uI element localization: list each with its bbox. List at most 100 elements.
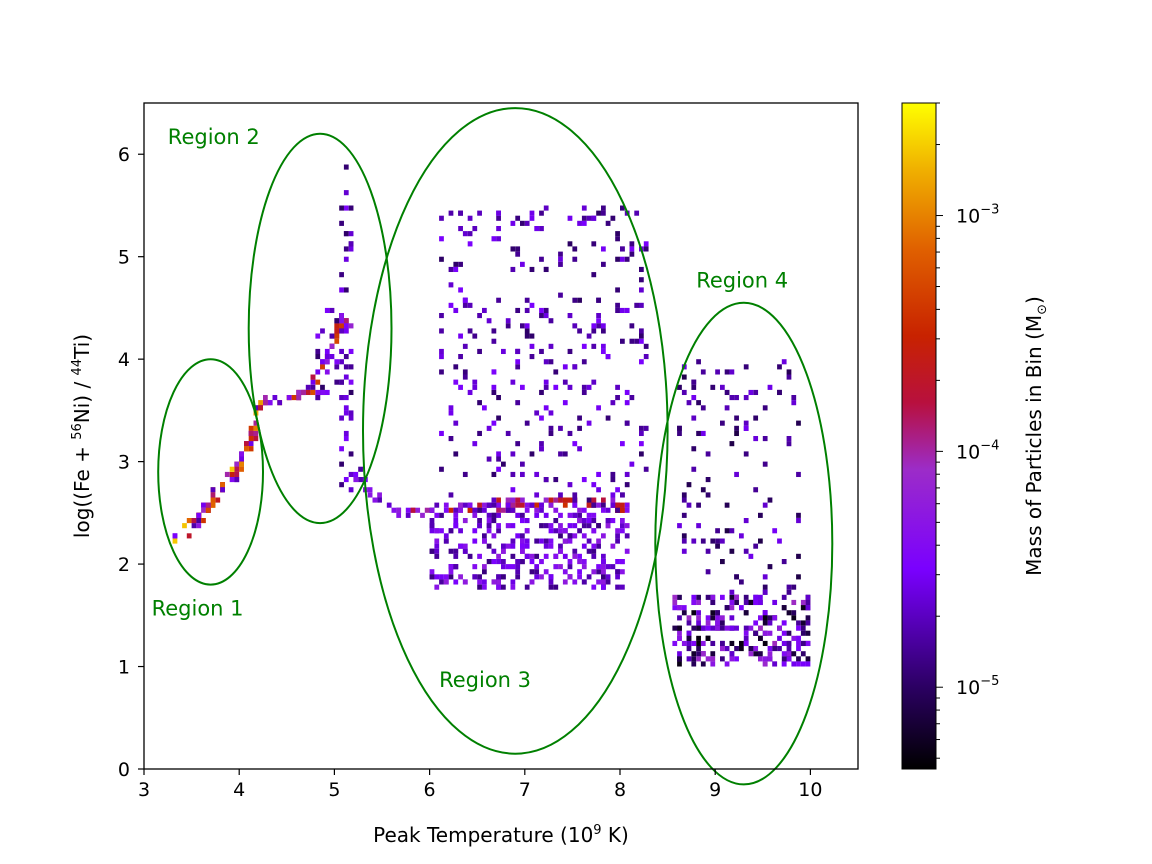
heatmap-cell-region4-upper — [743, 451, 749, 457]
heatmap-cell-region2-spike — [348, 487, 354, 493]
heatmap-cell-region2-spike — [348, 348, 354, 355]
heatmap-cell-region3-dense — [443, 538, 449, 544]
heatmap-cell-region2-track — [334, 338, 340, 344]
heatmap-cell-region4-lower — [705, 635, 711, 641]
heatmap-cell-region3-upper — [534, 226, 540, 232]
heatmap-cell-region2-track — [315, 379, 321, 385]
heatmap-cell-region2-spike — [339, 359, 344, 365]
heatmap-cell-region2-spike — [348, 364, 354, 370]
heatmap-cell-region4-lower — [710, 599, 716, 606]
heatmap-cell-region2-right — [339, 318, 344, 324]
heatmap-cell-region1-track — [229, 466, 235, 472]
heatmap-cell-region4-upper — [786, 369, 792, 375]
region-3-label: Region 3 — [439, 668, 531, 692]
heatmap-cell-region4-upper — [786, 441, 792, 447]
heatmap-cell-region4-upper — [681, 492, 687, 498]
heatmap-cell-region2-spike — [343, 231, 349, 237]
heatmap-cell-region4-upper — [743, 425, 749, 431]
heatmap-cell-region1-track — [201, 502, 206, 508]
heatmap-cell-region3-dense — [596, 569, 601, 575]
heatmap-cell-region3-dense — [596, 502, 601, 508]
heatmap-cell-region4-lower — [800, 630, 806, 636]
heatmap-cell-region2-spike — [339, 395, 344, 401]
heatmap-cell-region3-upper — [639, 333, 644, 339]
heatmap-cell-region3-dense — [472, 512, 478, 518]
heatmap-cell-region1-track — [210, 502, 216, 508]
heatmap-cell-region3-upper — [620, 246, 625, 252]
heatmap-cell-region4-upper — [691, 446, 697, 452]
heatmap-cell-region3-dense — [601, 559, 606, 565]
heatmap-cell-region3-dense — [620, 569, 625, 575]
heatmap-cell-region3-upper — [524, 220, 530, 226]
heatmap-cell-region3-dense — [477, 553, 482, 559]
heatmap-cell-region3-upper — [486, 318, 492, 324]
heatmap-cell-region4-lower — [786, 640, 792, 647]
heatmap-cell-region3-dense — [577, 518, 582, 524]
heatmap-cell-region4-upper — [705, 477, 711, 483]
heatmap-cell-region4-lower — [739, 605, 744, 611]
colorbar-tick-label: 10−5 — [956, 674, 999, 699]
heatmap-cell-region4-upper — [734, 425, 739, 431]
heatmap-cell-region3-dense — [553, 584, 559, 590]
heatmap-cell-region3-dense — [453, 579, 459, 585]
heatmap-cell-region3-upper — [615, 231, 620, 237]
heatmap-cell-region4-lower — [748, 599, 754, 606]
heatmap-cell-region3-upper — [439, 313, 444, 319]
heatmap-cell-region4-lower — [710, 651, 716, 657]
heatmap-cell-region2-track — [263, 400, 268, 406]
heatmap-cell-region3-transition — [358, 466, 363, 472]
heatmap-cell-region3-upper — [577, 425, 582, 431]
heatmap-cell-region3-dense — [520, 538, 525, 544]
heatmap-cell-region3-dense — [453, 507, 459, 513]
heatmap-cell-region3-dense — [510, 564, 516, 570]
heatmap-cell-region3-dense — [558, 543, 563, 549]
heatmap-cell-region3-upper — [548, 318, 554, 324]
heatmap-cell-region2-spike — [348, 451, 354, 457]
heatmap-cell-region3-upper — [639, 359, 644, 365]
heatmap-cell-region2-right — [324, 369, 330, 375]
heatmap-cell-region3-dense — [491, 579, 497, 585]
heatmap-cell-region2-right — [334, 364, 340, 370]
heatmap-cell-region3-upper — [515, 307, 521, 314]
heatmap-cell-region3-dense — [515, 564, 521, 570]
heatmap-cell-region2-spike — [339, 348, 344, 355]
heatmap-cell-region3-upper — [639, 338, 644, 344]
heatmap-cell-region4-lower — [777, 646, 782, 652]
heatmap-cell-region4-lower — [734, 594, 739, 600]
heatmap-cell-region4-lower — [696, 640, 701, 647]
heatmap-cell-region4-upper — [700, 538, 706, 544]
heatmap-cell-region3-dense — [596, 564, 601, 570]
heatmap-cell-region4-upper — [724, 389, 730, 396]
heatmap-cell-region3-upper — [515, 215, 521, 221]
y-axis-title: log((Fe + 56Ni) / 44Ti) — [70, 334, 94, 538]
heatmap-cell-region2-right — [320, 384, 325, 390]
heatmap-cell-region3-upper — [496, 226, 501, 232]
heatmap-cell-region3-dense — [501, 548, 506, 554]
heatmap-cell-region4-lower — [729, 594, 735, 600]
heatmap-cell-region3-upper — [510, 471, 516, 478]
heatmap-cell-region4-lower — [691, 610, 697, 616]
heatmap-cell-region3-dense — [477, 574, 482, 580]
heatmap-cell-region3-upper — [462, 297, 468, 303]
heatmap-cell-region2-right — [315, 369, 321, 375]
heatmap-cell-region3-upper — [577, 415, 582, 421]
heatmap-cell-region3-upper — [448, 302, 454, 308]
heatmap-cell-region4-upper — [691, 415, 697, 421]
heatmap-cell-region4-upper — [786, 584, 792, 590]
heatmap-cell-region4-lower — [796, 656, 801, 662]
heatmap-cell-region2-spike — [343, 436, 349, 442]
heatmap-cell-region4-upper — [767, 564, 773, 570]
heatmap-cell-region3-upper — [572, 246, 578, 252]
heatmap-cell-region4-lower — [767, 615, 773, 621]
heatmap-cell-region3-upper — [496, 297, 501, 303]
heatmap-cell-region3-dense — [572, 548, 578, 554]
heatmap-cell-region3-dense — [615, 569, 620, 575]
heatmap-cell-region2-right — [334, 318, 340, 324]
heatmap-cell-region1-track — [196, 518, 202, 524]
heatmap-cell-region4-upper — [739, 579, 744, 585]
heatmap-cell-region2-spike — [348, 241, 354, 247]
heatmap-cell-region3-upper — [539, 307, 544, 314]
heatmap-cell-region3-dense — [548, 584, 554, 590]
heatmap-cell-region4-lower — [805, 599, 811, 606]
heatmap-cell-region1-track — [248, 441, 254, 447]
